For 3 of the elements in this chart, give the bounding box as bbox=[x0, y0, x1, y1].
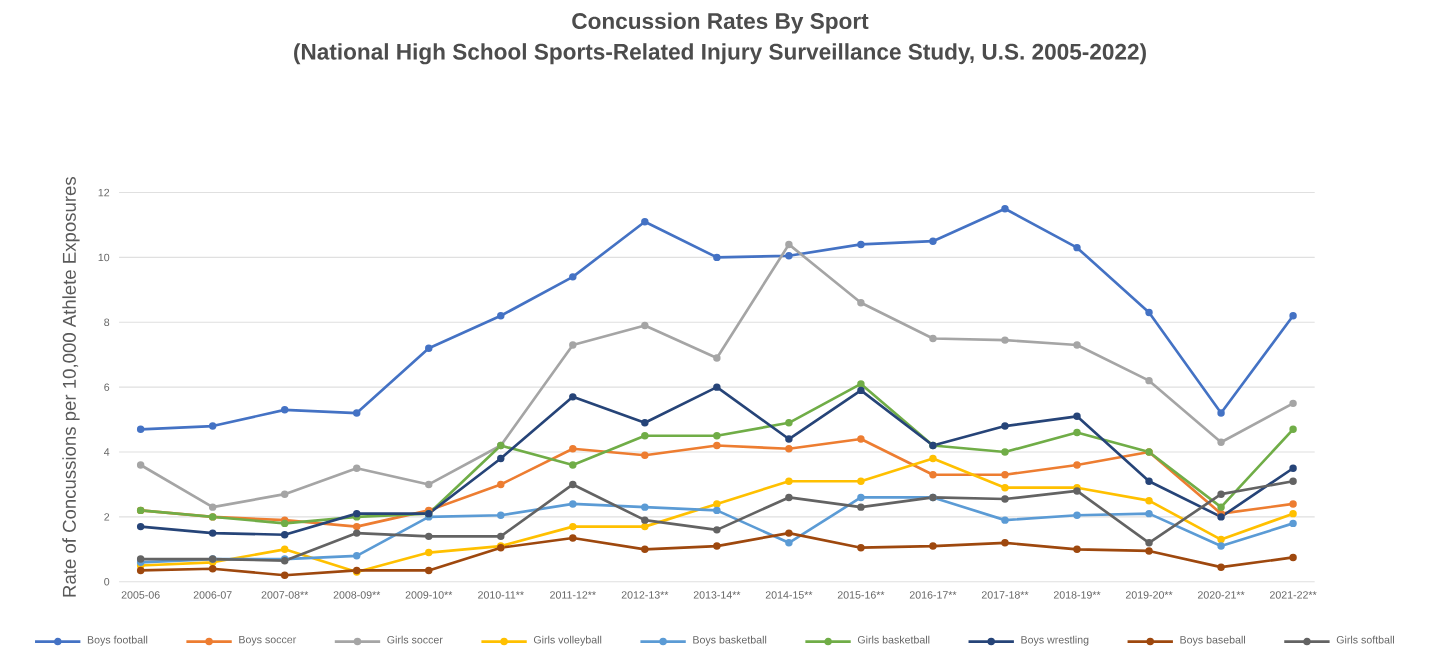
y-axis-title: Rate of Concussions per 10,000 Athlete Exposures bbox=[62, 177, 80, 597]
chart-title: Concussion Rates By Sport bbox=[572, 12, 869, 34]
chart-subtitle: (National High School Sports-Related Injury Surveillance Study, U.S. 2005-2022) bbox=[294, 43, 1146, 65]
